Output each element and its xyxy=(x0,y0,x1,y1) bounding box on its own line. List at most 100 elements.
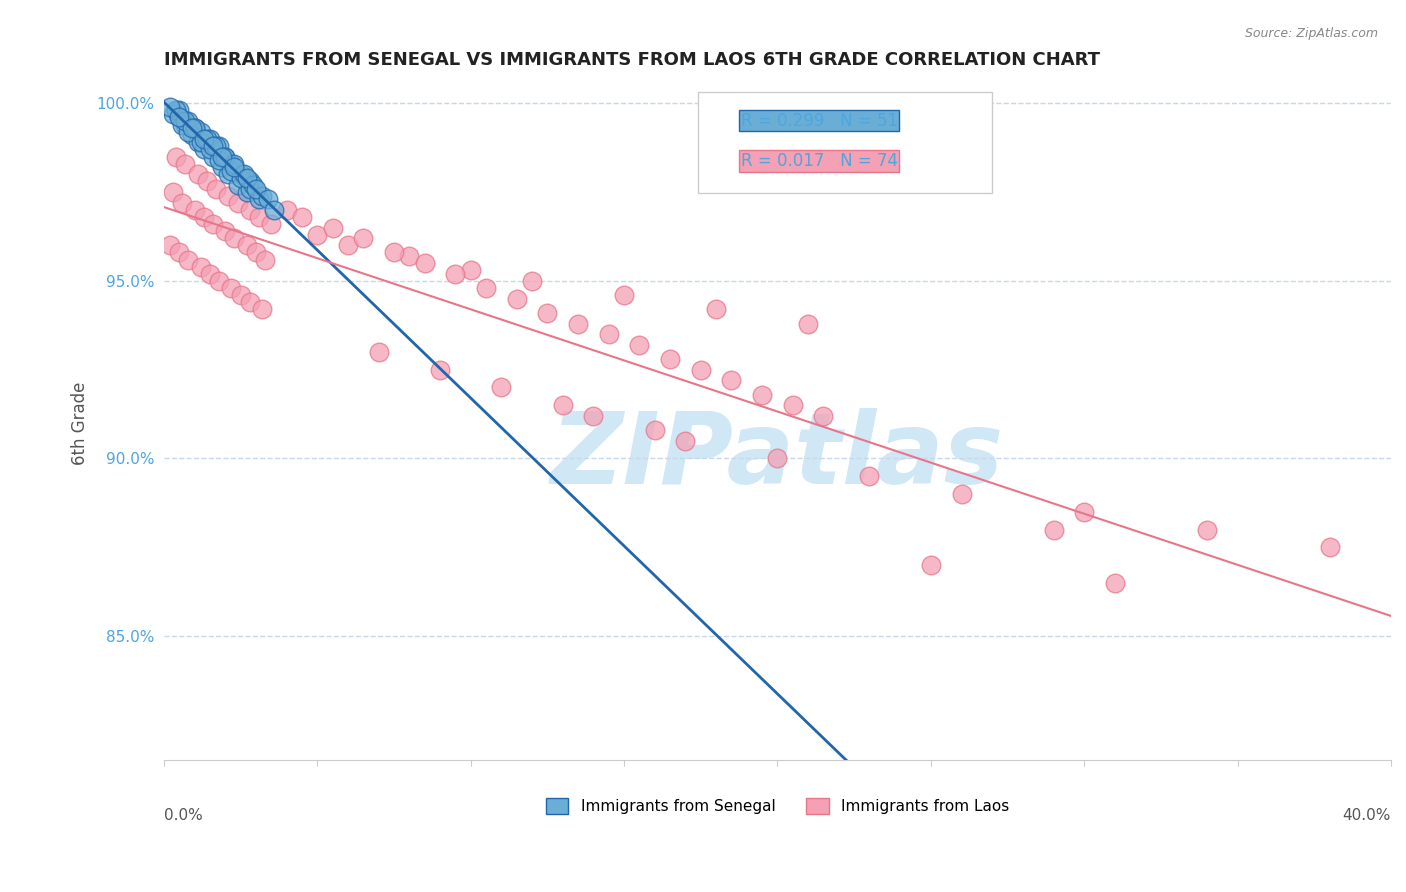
Immigrants from Senegal xyxy=(242,178,264,192)
Immigrants from Laos xyxy=(322,220,344,235)
Legend: Immigrants from Senegal, Immigrants from Laos: Immigrants from Senegal, Immigrants from… xyxy=(540,792,1015,821)
Immigrants from Senegal xyxy=(193,132,215,146)
Immigrants from Senegal xyxy=(224,160,246,174)
Immigrants from Senegal xyxy=(198,143,221,157)
Immigrants from Laos xyxy=(613,288,636,302)
Immigrants from Senegal xyxy=(162,107,184,121)
Immigrants from Laos xyxy=(1042,523,1064,537)
Immigrants from Senegal xyxy=(229,167,252,181)
Immigrants from Laos xyxy=(172,195,194,210)
Immigrants from Laos xyxy=(167,245,190,260)
Immigrants from Laos xyxy=(520,274,543,288)
Immigrants from Laos xyxy=(276,202,298,217)
Immigrants from Laos xyxy=(245,245,267,260)
Immigrants from Senegal xyxy=(229,170,252,185)
Immigrants from Senegal xyxy=(232,167,254,181)
Immigrants from Laos xyxy=(766,451,789,466)
Text: ZIPatlas: ZIPatlas xyxy=(551,409,1004,505)
Immigrants from Laos xyxy=(174,156,197,170)
Immigrants from Senegal xyxy=(190,125,212,139)
Immigrants from Laos xyxy=(460,263,482,277)
Immigrants from Laos xyxy=(205,181,228,195)
Text: 0.0%: 0.0% xyxy=(165,807,202,822)
Immigrants from Laos xyxy=(536,306,558,320)
Immigrants from Laos xyxy=(190,260,212,274)
Immigrants from Laos xyxy=(201,217,224,231)
Immigrants from Senegal xyxy=(217,167,239,181)
Immigrants from Laos xyxy=(187,167,209,181)
Immigrants from Senegal xyxy=(221,163,243,178)
Immigrants from Senegal xyxy=(159,100,181,114)
Immigrants from Senegal xyxy=(177,114,200,128)
Immigrants from Senegal xyxy=(247,192,270,206)
Immigrants from Laos xyxy=(567,317,589,331)
Immigrants from Senegal xyxy=(174,118,197,132)
Immigrants from Laos xyxy=(352,231,374,245)
Immigrants from Laos xyxy=(429,362,451,376)
Immigrants from Laos xyxy=(224,231,246,245)
Immigrants from Laos xyxy=(229,288,252,302)
Immigrants from Senegal xyxy=(214,150,236,164)
Immigrants from Laos xyxy=(247,210,270,224)
Immigrants from Laos xyxy=(221,281,243,295)
Immigrants from Laos xyxy=(336,238,359,252)
Immigrants from Laos xyxy=(208,274,231,288)
Immigrants from Senegal xyxy=(239,174,262,188)
Immigrants from Laos xyxy=(858,469,880,483)
Immigrants from Laos xyxy=(162,185,184,199)
Immigrants from Laos xyxy=(782,398,804,412)
Immigrants from Senegal xyxy=(174,114,197,128)
Immigrants from Laos xyxy=(198,267,221,281)
Immigrants from Senegal xyxy=(257,192,280,206)
Immigrants from Laos xyxy=(797,317,820,331)
Immigrants from Laos xyxy=(950,487,973,501)
Immigrants from Laos xyxy=(598,327,620,342)
Immigrants from Senegal xyxy=(193,143,215,157)
Immigrants from Senegal xyxy=(195,132,218,146)
Immigrants from Laos xyxy=(250,302,273,317)
Immigrants from Senegal xyxy=(167,111,190,125)
Immigrants from Senegal xyxy=(263,202,285,217)
Immigrants from Laos xyxy=(239,295,262,310)
Immigrants from Laos xyxy=(551,398,574,412)
FancyBboxPatch shape xyxy=(697,92,993,194)
Immigrants from Senegal xyxy=(226,178,249,192)
Immigrants from Laos xyxy=(183,202,205,217)
Immigrants from Laos xyxy=(193,210,215,224)
Immigrants from Laos xyxy=(1195,523,1218,537)
Immigrants from Laos xyxy=(444,267,467,281)
Immigrants from Senegal xyxy=(201,139,224,153)
Y-axis label: 6th Grade: 6th Grade xyxy=(72,381,89,465)
Immigrants from Senegal xyxy=(235,170,257,185)
Immigrants from Laos xyxy=(751,387,773,401)
Immigrants from Senegal xyxy=(201,150,224,164)
Immigrants from Senegal xyxy=(183,121,205,136)
Immigrants from Laos xyxy=(235,238,257,252)
Immigrants from Senegal xyxy=(208,153,231,167)
Immigrants from Laos xyxy=(1319,541,1341,555)
Immigrants from Senegal xyxy=(211,160,233,174)
Immigrants from Senegal xyxy=(221,156,243,170)
Immigrants from Laos xyxy=(291,210,314,224)
Immigrants from Laos xyxy=(217,188,239,202)
Immigrants from Laos xyxy=(1073,505,1095,519)
Immigrants from Senegal xyxy=(177,125,200,139)
Immigrants from Senegal xyxy=(198,132,221,146)
Immigrants from Laos xyxy=(260,217,283,231)
Immigrants from Senegal xyxy=(245,181,267,195)
Immigrants from Laos xyxy=(382,245,405,260)
Immigrants from Laos xyxy=(307,227,329,242)
Immigrants from Laos xyxy=(659,351,682,366)
Immigrants from Laos xyxy=(644,423,666,437)
Immigrants from Senegal xyxy=(205,139,228,153)
Text: IMMIGRANTS FROM SENEGAL VS IMMIGRANTS FROM LAOS 6TH GRADE CORRELATION CHART: IMMIGRANTS FROM SENEGAL VS IMMIGRANTS FR… xyxy=(165,51,1099,69)
Immigrants from Senegal xyxy=(208,139,231,153)
Immigrants from Laos xyxy=(582,409,605,423)
Immigrants from Senegal xyxy=(190,136,212,150)
Text: Source: ZipAtlas.com: Source: ZipAtlas.com xyxy=(1244,27,1378,40)
Immigrants from Laos xyxy=(505,292,527,306)
Immigrants from Laos xyxy=(720,373,742,387)
Immigrants from Laos xyxy=(195,174,218,188)
Immigrants from Laos xyxy=(159,238,181,252)
Immigrants from Laos xyxy=(254,252,277,267)
